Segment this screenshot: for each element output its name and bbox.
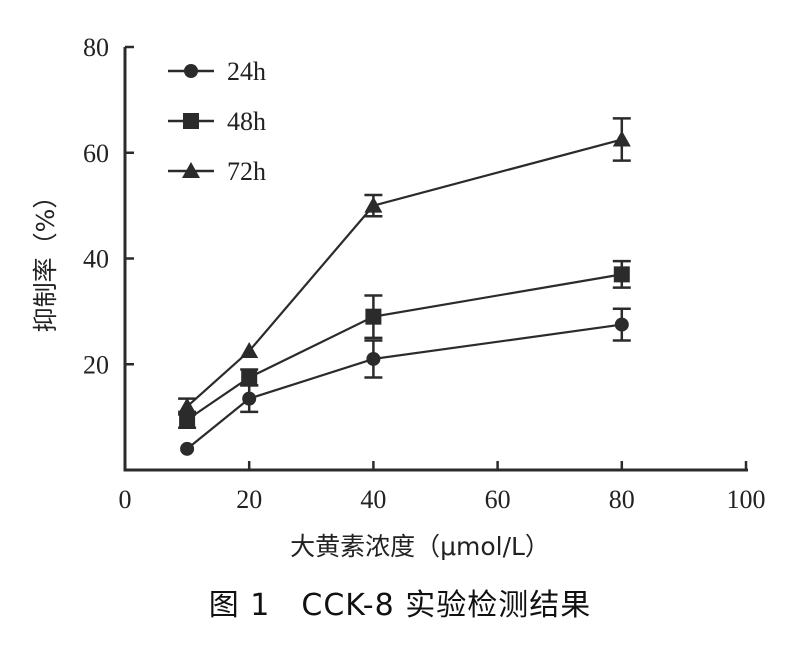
x-tick-label: 80 [609, 485, 635, 514]
legend-label: 48h [227, 107, 266, 136]
y-tick-label: 40 [83, 245, 109, 274]
data-point [614, 317, 629, 332]
y-ticks: 20 40 60 80 [83, 33, 134, 379]
y-tick-label: 60 [83, 139, 109, 168]
data-point [612, 130, 631, 147]
legend-label: 24h [227, 57, 266, 86]
series-24h [180, 307, 631, 456]
data-point [365, 308, 382, 325]
x-tick-label: 0 [119, 485, 132, 514]
series-72h [178, 117, 631, 416]
series-48h [178, 259, 631, 429]
y-axis-label: 抑制率（%） [31, 184, 60, 333]
axes [123, 47, 748, 472]
series-line [186, 323, 622, 450]
series-line [186, 273, 622, 421]
data-point [242, 391, 257, 406]
x-tick-label: 60 [485, 485, 511, 514]
legend-marker [184, 64, 198, 78]
y-tick-label: 20 [83, 350, 109, 379]
x-tick-label: 20 [236, 485, 262, 514]
series-line [186, 138, 623, 408]
y-tick-label: 80 [83, 33, 109, 62]
data-point [180, 441, 195, 456]
x-axis-label: 大黄素浓度（μmol/L） [290, 532, 550, 561]
x-tick-label: 40 [360, 485, 386, 514]
x-tick-label: 100 [727, 485, 766, 514]
legend: 24h 48h 72h [168, 57, 266, 186]
figure-caption: 图 1 CCK-8 实验检测结果 [208, 588, 592, 623]
legend-marker [183, 113, 199, 129]
data-point [364, 196, 383, 213]
x-ticks: 0 20 40 60 80 100 [119, 461, 766, 514]
legend-item-72h: 72h [168, 157, 266, 186]
data-point [179, 411, 196, 428]
legend-marker [182, 162, 200, 178]
legend-item-24h: 24h [168, 57, 266, 86]
data-point [613, 266, 630, 283]
data-point [240, 342, 259, 359]
data-point [241, 369, 258, 386]
legend-label: 72h [227, 157, 266, 186]
legend-item-48h: 48h [168, 107, 266, 136]
data-point [366, 351, 381, 366]
series-layer [178, 117, 631, 456]
data-point [178, 397, 197, 414]
